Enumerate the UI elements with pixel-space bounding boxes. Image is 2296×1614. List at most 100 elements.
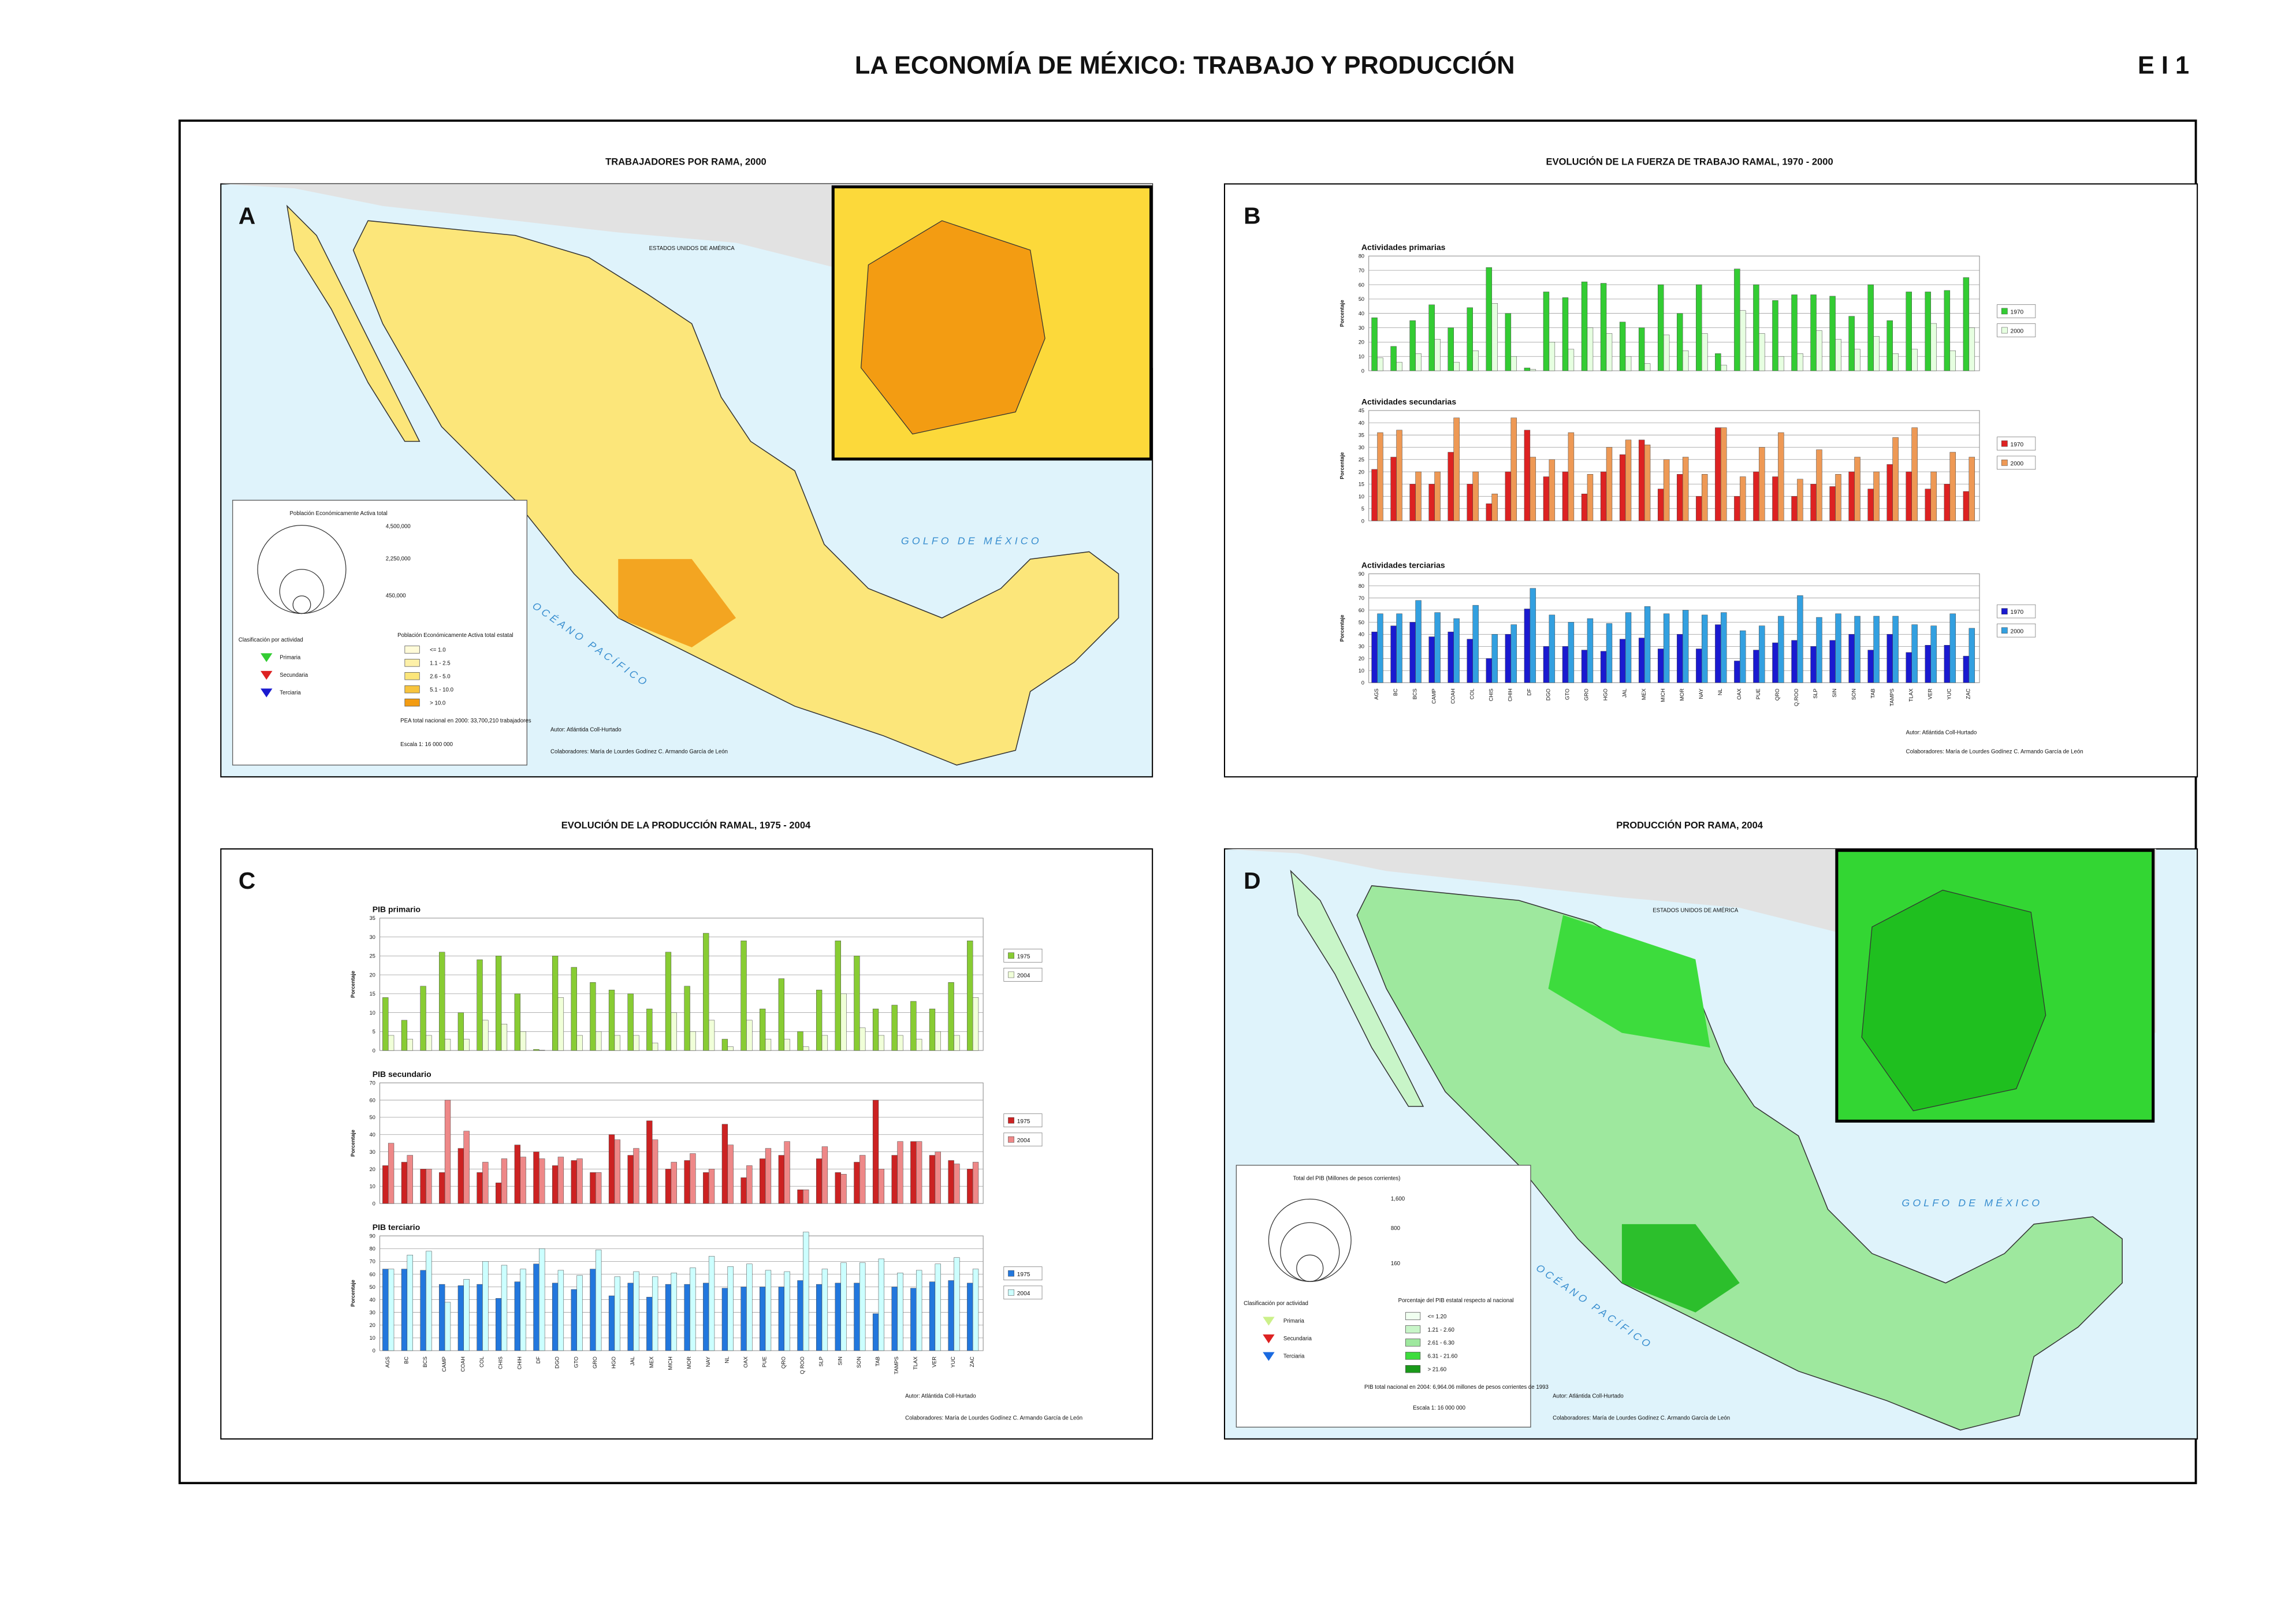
y-tick-label: 0	[373, 1048, 375, 1053]
x-tick-label: HGO	[1603, 688, 1609, 700]
bar	[652, 1276, 658, 1351]
bar	[1911, 427, 1918, 521]
bar	[1848, 634, 1855, 683]
bar	[457, 1148, 464, 1204]
bar	[891, 1287, 898, 1351]
class-label: 1.1 - 2.5	[430, 661, 451, 667]
author: Autor: Atlántida Coll-Hurtado	[550, 726, 622, 733]
bar	[935, 1031, 941, 1051]
bar	[1606, 447, 1613, 521]
bar	[816, 1284, 823, 1351]
bar	[784, 1271, 790, 1351]
bar	[972, 1162, 979, 1204]
bar	[590, 1269, 596, 1351]
bar	[1371, 469, 1378, 521]
x-tick-label: DF	[535, 1356, 541, 1364]
bar	[1797, 595, 1803, 683]
bar	[665, 1169, 672, 1204]
bar	[539, 1050, 545, 1051]
legend-label: 800	[1391, 1225, 1400, 1232]
bar	[1778, 616, 1784, 683]
y-tick-label: 10	[1359, 354, 1364, 360]
bar	[948, 1160, 954, 1204]
bar	[1867, 284, 1874, 371]
bar	[552, 1165, 559, 1204]
y-tick-label: 20	[370, 1322, 375, 1328]
y-tick-label: 0	[373, 1348, 375, 1354]
bar	[1753, 650, 1759, 683]
legend-label: 160	[1391, 1261, 1400, 1267]
x-tick-label: CHIH	[516, 1356, 522, 1369]
bar	[684, 1284, 690, 1351]
bar	[916, 1039, 922, 1051]
bar	[1600, 651, 1607, 683]
y-tick-label: 40	[370, 1132, 375, 1138]
bar	[1447, 327, 1454, 371]
bar	[872, 1008, 879, 1051]
bar	[1581, 650, 1588, 683]
bar	[1491, 303, 1498, 371]
bar	[646, 1296, 653, 1351]
legend-swatch	[2001, 608, 2008, 614]
panel-letter: D	[1244, 867, 1260, 894]
bar	[1791, 496, 1798, 521]
y-tick-label: 30	[370, 1149, 375, 1155]
bar	[784, 1141, 790, 1204]
class-symbol	[1263, 1334, 1275, 1344]
bar	[690, 1153, 696, 1204]
bar	[1434, 339, 1441, 371]
bar	[910, 1001, 917, 1051]
bar	[835, 940, 841, 1051]
y-tick-label: 60	[1359, 282, 1364, 288]
bar	[1510, 624, 1517, 683]
class-swatch	[404, 672, 420, 680]
bar	[1486, 658, 1493, 683]
x-tick-label: NAY	[1698, 688, 1704, 699]
bar	[633, 1271, 639, 1351]
bar	[910, 1288, 917, 1351]
y-tick-label: 50	[370, 1284, 375, 1290]
bar	[1600, 471, 1607, 521]
bar	[948, 982, 954, 1051]
y-tick-label: 10	[370, 1184, 375, 1190]
x-tick-label: NL	[724, 1356, 730, 1363]
legend-label: 450,000	[386, 592, 406, 599]
bar	[1968, 327, 1975, 371]
bar	[929, 1008, 936, 1051]
bar	[797, 1190, 803, 1204]
bar	[420, 986, 426, 1051]
legend-box	[1997, 604, 2036, 618]
bar	[1453, 618, 1460, 683]
bar	[477, 959, 483, 1051]
state-fill	[1621, 1224, 1740, 1313]
bar	[746, 1165, 753, 1204]
y-tick-label: 0	[1361, 368, 1364, 374]
class-swatch	[1405, 1352, 1421, 1360]
bar	[684, 986, 690, 1051]
bar	[539, 1248, 545, 1351]
collaborators: Colaboradores: María de Lourdes Godínez …	[905, 1415, 1082, 1422]
x-tick-label: AGS	[385, 1356, 390, 1367]
bar	[1734, 661, 1740, 683]
bar	[1677, 313, 1683, 371]
legend-box	[1003, 948, 1043, 963]
bar	[1677, 634, 1683, 683]
bar	[1944, 290, 1951, 371]
bar	[897, 1035, 903, 1051]
bar	[633, 1148, 639, 1204]
bar	[1371, 631, 1378, 683]
bar	[439, 1172, 445, 1204]
y-tick-label: 30	[1359, 445, 1364, 450]
y-axis-label: Porcentaje	[350, 1280, 356, 1307]
bar	[457, 1285, 464, 1351]
legend-label: 2004	[1017, 1291, 1030, 1297]
x-tick-label: OAX	[743, 1356, 749, 1367]
x-tick-label: MEX	[1641, 688, 1647, 700]
author: Autor: Atlántida Coll-Hurtado	[1906, 729, 1977, 736]
bar	[1434, 612, 1441, 683]
y-tick-label: 10	[1359, 668, 1364, 674]
bar	[1606, 623, 1613, 683]
bar	[1524, 367, 1531, 371]
bar	[721, 1124, 728, 1204]
bar	[444, 1302, 451, 1351]
